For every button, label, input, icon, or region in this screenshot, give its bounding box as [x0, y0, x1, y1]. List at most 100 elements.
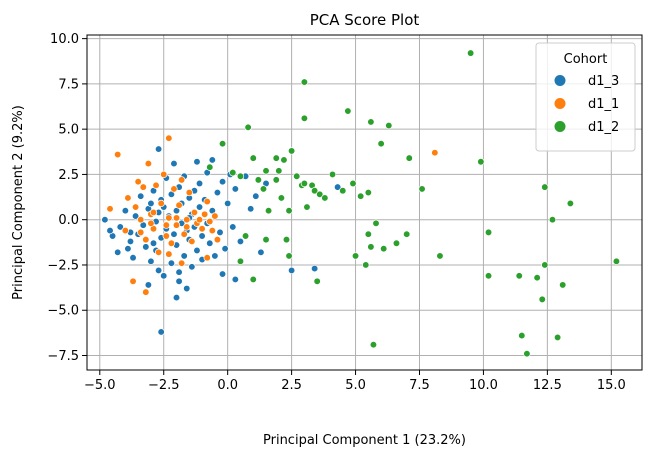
data-point-d1_3 — [211, 252, 219, 260]
data-point-d1_2 — [523, 350, 531, 358]
data-point-d1_3 — [252, 192, 260, 200]
data-point-d1_1 — [167, 239, 176, 247]
data-point-d1_3 — [229, 223, 237, 231]
data-point-d1_2 — [357, 192, 365, 200]
y-tick-label: 2.5 — [58, 168, 79, 183]
data-point-d1_2 — [293, 172, 301, 180]
data-point-d1_3 — [216, 228, 224, 237]
x-tick-label: 15.0 — [597, 378, 626, 393]
data-point-d1_2 — [285, 252, 293, 260]
x-tick-label: 5.0 — [345, 378, 366, 393]
data-point-d1_2 — [484, 272, 493, 280]
data-point-d1_1 — [154, 248, 163, 256]
data-point-d1_1 — [139, 183, 147, 191]
data-point-d1_2 — [566, 199, 575, 208]
data-point-d1_2 — [612, 257, 621, 266]
data-point-d1_2 — [436, 252, 444, 260]
data-point-d1_1 — [206, 217, 214, 226]
x-tick-label: 10.0 — [469, 378, 498, 393]
x-tick-label: 7.5 — [409, 378, 430, 393]
data-point-d1_2 — [300, 179, 309, 188]
data-point-d1_2 — [477, 158, 485, 166]
data-point-d1_1 — [157, 199, 165, 208]
data-point-d1_1 — [211, 212, 219, 220]
data-point-d1_2 — [518, 331, 526, 340]
data-point-d1_1 — [170, 185, 178, 193]
data-point-d1_1 — [165, 134, 173, 142]
y-axis-ticks: −7.5 −5.0 −2.5 0.0 2.5 5.0 7.5 10.0 — [47, 32, 87, 364]
data-point-d1_2 — [300, 78, 309, 86]
data-point-d1_1 — [144, 159, 153, 168]
data-point-d1_2 — [206, 163, 214, 171]
data-point-d1_1 — [142, 288, 150, 296]
data-point-d1_1 — [188, 237, 196, 246]
legend-marker-d1_3 — [554, 75, 566, 86]
data-point-d1_2 — [249, 275, 257, 284]
x-axis-label: Principal Component 1 (23.2%) — [263, 433, 466, 448]
data-point-d1_1 — [129, 277, 137, 285]
data-point-d1_2 — [380, 245, 388, 253]
data-point-d1_2 — [264, 206, 273, 215]
data-point-d1_3 — [183, 284, 191, 293]
data-point-d1_3 — [170, 159, 178, 168]
data-point-d1_1 — [198, 225, 206, 233]
data-point-d1_2 — [249, 154, 257, 162]
data-point-d1_1 — [208, 226, 216, 235]
data-point-d1_1 — [162, 232, 170, 240]
data-point-d1_2 — [259, 185, 268, 193]
data-point-d1_2 — [367, 243, 375, 251]
data-point-d1_2 — [282, 235, 291, 244]
data-point-d1_3 — [224, 199, 232, 208]
data-point-d1_1 — [165, 250, 173, 258]
data-point-d1_3 — [154, 145, 163, 153]
data-point-d1_2 — [275, 167, 283, 175]
data-point-d1_2 — [241, 232, 250, 240]
legend: Cohort d1_3 d1_1 d1_2 — [535, 42, 636, 152]
data-point-d1_2 — [377, 139, 385, 148]
y-tick-label: −7.5 — [47, 349, 79, 364]
data-point-d1_2 — [316, 190, 324, 199]
data-point-d1_2 — [515, 272, 523, 280]
data-point-d1_1 — [134, 178, 142, 186]
data-point-d1_3 — [195, 203, 204, 211]
data-point-d1_3 — [193, 246, 201, 255]
y-tick-label: 10.0 — [50, 32, 79, 47]
chart-title: PCA Score Plot — [310, 11, 420, 29]
data-point-d1_2 — [385, 121, 393, 130]
data-point-d1_1 — [203, 197, 211, 206]
data-point-d1_2 — [351, 252, 360, 260]
data-point-d1_3 — [195, 179, 204, 188]
data-point-d1_3 — [247, 205, 255, 213]
data-point-d1_1 — [142, 235, 150, 244]
data-point-d1_1 — [183, 216, 191, 224]
data-point-d1_2 — [300, 114, 309, 122]
data-point-d1_3 — [218, 270, 227, 278]
data-point-d1_3 — [129, 254, 137, 262]
data-point-d1_2 — [392, 239, 401, 247]
data-point-d1_3 — [175, 277, 183, 285]
data-point-d1_2 — [484, 228, 493, 237]
data-point-d1_3 — [160, 272, 168, 280]
data-point-d1_1 — [180, 230, 188, 238]
y-axis-label: Principal Component 2 (9.2%) — [11, 105, 26, 300]
data-point-d1_2 — [559, 281, 567, 289]
data-point-d1_2 — [466, 49, 475, 57]
data-point-d1_1 — [190, 208, 199, 217]
data-point-d1_1 — [200, 210, 209, 218]
data-point-d1_1 — [172, 214, 181, 222]
data-point-d1_1 — [121, 226, 130, 235]
data-point-d1_3 — [221, 245, 229, 253]
x-tick-label: 12.5 — [533, 378, 562, 393]
data-point-d1_3 — [180, 252, 188, 260]
data-point-d1_2 — [303, 203, 311, 211]
legend-marker-d1_1 — [554, 98, 566, 109]
data-point-d1_1 — [137, 228, 145, 237]
data-point-d1_3 — [137, 192, 145, 200]
data-point-d1_3 — [142, 243, 150, 251]
data-point-d1_3 — [236, 237, 245, 246]
data-point-d1_2 — [277, 194, 286, 202]
data-point-d1_3 — [257, 248, 265, 256]
data-point-d1_2 — [553, 333, 562, 342]
x-axis-ticks: −5.0 −2.5 0.0 2.5 5.0 7.5 10.0 12.5 15.0 — [84, 370, 626, 393]
